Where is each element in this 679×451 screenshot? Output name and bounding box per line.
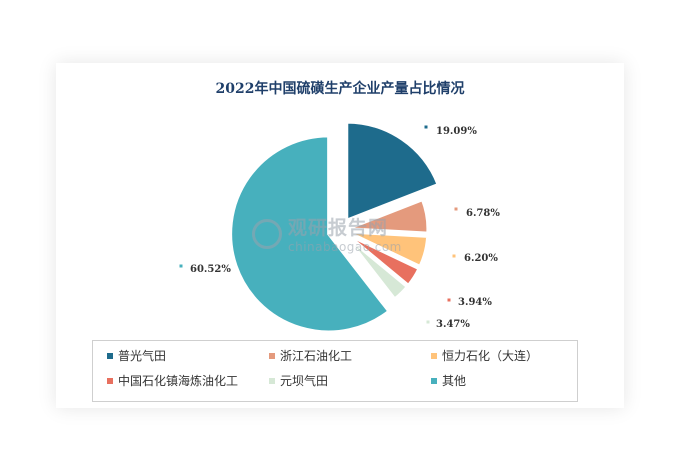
- data-label: 6.78%: [466, 208, 500, 219]
- watermark: 观研报告网 chinabaogao.com: [252, 213, 402, 254]
- watermark-sub: chinabaogao.com: [288, 240, 402, 254]
- legend-label: 浙江石油化工: [280, 349, 353, 363]
- pie-slice: [347, 230, 430, 269]
- legend-label: 元坝气田: [280, 374, 329, 388]
- pie-slice: [347, 197, 430, 235]
- data-label-marker: [179, 264, 183, 268]
- data-label-marker: [454, 207, 458, 211]
- data-label-marker: [452, 254, 456, 258]
- watermark-main: 观研报告网: [288, 217, 389, 239]
- watermark-logo-icon: [252, 219, 282, 249]
- pie-slice: [344, 234, 410, 301]
- legend-label: 中国石化镇海炼油化工: [118, 374, 239, 388]
- legend-item: 其他: [431, 372, 466, 392]
- pie-slice: [229, 134, 391, 334]
- legend-swatch: [431, 377, 437, 384]
- data-label: 3.94%: [458, 297, 492, 308]
- data-label-marker: [424, 125, 428, 129]
- legend-item: 恒力石化（大连）: [431, 347, 538, 367]
- chart-frame: [56, 63, 624, 408]
- legend-label: 普光气田: [118, 349, 167, 363]
- legend-item: 中国石化镇海炼油化工: [107, 372, 238, 392]
- data-label: 60.52%: [190, 264, 231, 275]
- legend-swatch: [269, 352, 275, 359]
- legend-label: 其他: [442, 374, 467, 388]
- data-label: 19.09%: [436, 126, 477, 137]
- legend-swatch: [107, 352, 113, 359]
- legend-item: 普光气田: [107, 347, 166, 367]
- legend-swatch: [107, 377, 113, 384]
- legend-swatch: [269, 377, 275, 384]
- legend-item: 元坝气田: [269, 372, 328, 392]
- legend-item: 浙江石油化工: [269, 347, 352, 367]
- data-label-marker: [447, 298, 451, 302]
- data-label: 3.47%: [436, 319, 470, 330]
- legend: 普光气田 浙江石油化工 恒力石化（大连） 中国石化镇海炼油化工 元坝气田 其他: [92, 340, 578, 402]
- legend-label: 恒力石化（大连）: [442, 349, 539, 363]
- legend-swatch: [431, 352, 437, 359]
- data-label-marker: [426, 320, 430, 324]
- data-label: 6.20%: [464, 253, 498, 264]
- pie-slice: [345, 232, 421, 288]
- pie-slice: [345, 120, 441, 223]
- chart-title: 2022年中国硫磺生产企业产量占比情况: [215, 81, 465, 97]
